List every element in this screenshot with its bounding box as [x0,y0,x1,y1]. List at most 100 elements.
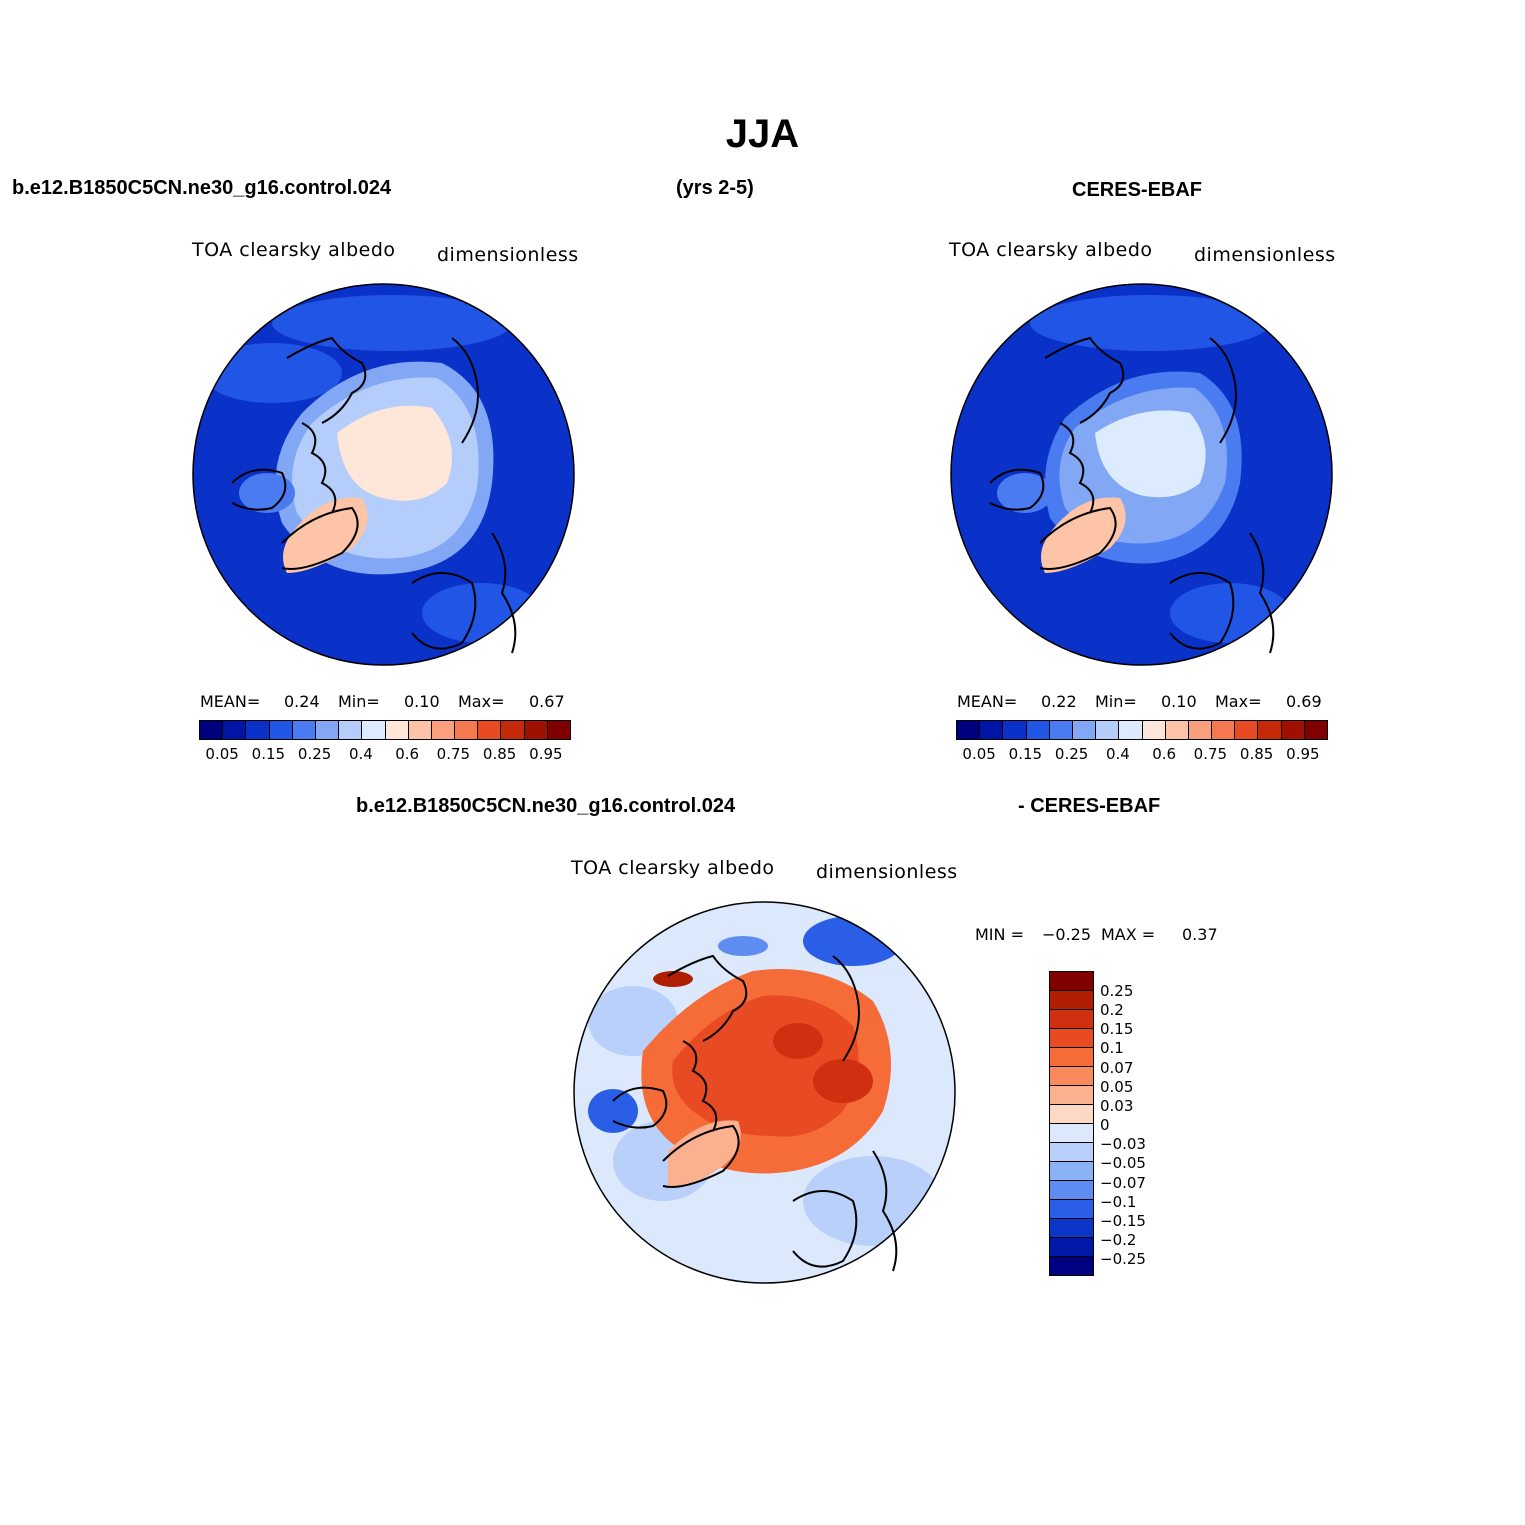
panel1-mean-label: MEAN= [200,692,261,711]
panel2-max-value: 0.69 [1286,692,1322,711]
diff-units-label: dimensionless [816,861,958,883]
panel2-colorbar-swatch [1165,721,1189,739]
diff-colorbar-tick: 0.15 [1100,1020,1134,1039]
diff-colorbar-tick: 0.07 [1100,1058,1134,1077]
diff-colorbar-swatch [1050,1181,1093,1200]
panel1-colorbar-swatch [455,721,479,739]
panel1-colorbar-tick: 0.95 [529,745,563,763]
diff-colorbar-tick: 0.03 [1100,1096,1134,1115]
panel1-colorbar-swatch [431,721,456,739]
panel1-colorbar-swatch [524,721,548,739]
diff-colorbar-swatch [1050,1067,1093,1086]
panel1-colorbar-swatch [501,721,525,739]
diff-colorbar-swatch [1050,1162,1093,1181]
panel1-colorbar-tick: 0.85 [482,745,517,763]
panel1-max-label: Max= [458,692,505,711]
panel2-min-label: Min= [1095,692,1137,711]
panel1-colorbar-tick: 0.6 [395,745,420,763]
panel2-max-label: Max= [1215,692,1262,711]
diff-variable-label: TOA clearsky albedo [571,857,775,879]
panel2-colorbar-swatch [1304,721,1327,739]
panel2-colorbar-swatch [1188,721,1213,739]
diff-colorbar-tick: −0.07 [1100,1173,1146,1192]
panel1-colorbar-tick: 0.4 [348,745,373,763]
diff-min-value: −0.25 [1042,925,1092,944]
panel1-max-value: 0.67 [529,692,565,711]
panel1-colorbar-swatch [200,721,224,739]
diff-max-value: 0.37 [1182,925,1218,944]
years-header: (yrs 2-5) [676,177,754,199]
diff-colorbar-tick: 0.1 [1100,1039,1124,1058]
panel2-colorbar-swatch [1096,721,1120,739]
diff-colorbar-swatch [1050,1143,1093,1162]
panel2-colorbar-tick: 0.85 [1239,745,1274,763]
diff-colorbar-swatch [1050,1238,1093,1257]
diff-colorbar-tick: 0.05 [1100,1077,1134,1096]
panel2-mean-label: MEAN= [957,692,1018,711]
diff-colorbar-swatch [1050,972,1093,991]
panel2-colorbar-swatch [957,721,981,739]
panel1-colorbar-swatch [547,721,570,739]
panel2-colorbar [956,720,1328,740]
panel2-colorbar-tick: 0.95 [1286,745,1320,763]
diff-colorbar-swatch [1050,1124,1093,1143]
diff-colorbar-swatch [1050,1219,1093,1238]
panel1-mean-value: 0.24 [284,692,320,711]
diff-colorbar-swatch [1050,991,1093,1010]
case-name-header: b.e12.B1850C5CN.ne30_g16.control.024 [12,177,392,199]
panel2-units-label: dimensionless [1194,244,1336,266]
panel2-colorbar-tick: 0.15 [1008,745,1043,763]
diff-colorbar-tick: 0.2 [1100,1001,1124,1020]
panel1-min-value: 0.10 [404,692,440,711]
panel2-variable-label: TOA clearsky albedo [949,239,1153,261]
panel2-colorbar-tick: 0.05 [962,745,996,763]
panel2-colorbar-swatch [1003,721,1027,739]
main-title: JJA [725,112,800,156]
panel1-colorbar-swatch [292,721,316,739]
diff-colorbar-tick: −0.25 [1100,1250,1146,1269]
diff-colorbar-tick: −0.05 [1100,1154,1146,1173]
panel1-colorbar-tick: 0.05 [205,745,239,763]
diff-colorbar-tick: −0.2 [1100,1230,1137,1249]
diff-colorbar-tick: −0.03 [1100,1135,1146,1154]
panel1-colorbar-tick: 0.15 [251,745,286,763]
panel2-colorbar-swatch [1049,721,1073,739]
panel1-polar-map [192,283,575,666]
panel2-colorbar-swatch [1119,721,1143,739]
diff-max-label: MAX = [1101,925,1156,944]
panel2-colorbar-tick: 0.75 [1193,745,1228,763]
panel1-colorbar [199,720,571,740]
panel1-colorbar-swatch [478,721,502,739]
diff-colorbar-tick: −0.1 [1100,1192,1137,1211]
diff-polar-map [573,901,956,1284]
panel2-colorbar-swatch [1142,721,1166,739]
panel1-colorbar-swatch [269,721,293,739]
panel2-colorbar-swatch [1281,721,1305,739]
panel1-min-label: Min= [338,692,380,711]
diff-colorbar-swatch [1050,1105,1093,1124]
panel2-min-value: 0.10 [1161,692,1197,711]
panel1-colorbar-swatch [408,721,432,739]
diff-colorbar-tick: 0 [1100,1116,1110,1135]
panel1-colorbar-swatch [315,721,340,739]
diff-min-label: MIN = [975,925,1024,944]
panel1-colorbar-swatch [223,721,247,739]
panel2-colorbar-swatch [1235,721,1259,739]
panel2-polar-map [950,283,1333,666]
panel1-colorbar-tick: 0.75 [436,745,471,763]
panel2-colorbar-swatch [1258,721,1282,739]
panel1-units-label: dimensionless [437,244,579,266]
panel1-colorbar-swatch [385,721,409,739]
diff-case-name-header: b.e12.B1850C5CN.ne30_g16.control.024 [356,795,736,817]
diff-colorbar-swatch [1050,1086,1093,1105]
diff-colorbar [1049,971,1094,1276]
panel1-colorbar-swatch [246,721,270,739]
diff-colorbar-swatch [1050,1257,1093,1275]
diff-colorbar-tick: 0.25 [1100,982,1134,1000]
diff-colorbar-swatch [1050,1010,1093,1029]
panel2-colorbar-tick: 0.4 [1105,745,1130,763]
panel2-colorbar-swatch [980,721,1004,739]
panel1-colorbar-swatch [362,721,386,739]
panel1-colorbar-tick: 0.25 [297,745,332,763]
obs-name-header: CERES-EBAF [1072,179,1203,201]
